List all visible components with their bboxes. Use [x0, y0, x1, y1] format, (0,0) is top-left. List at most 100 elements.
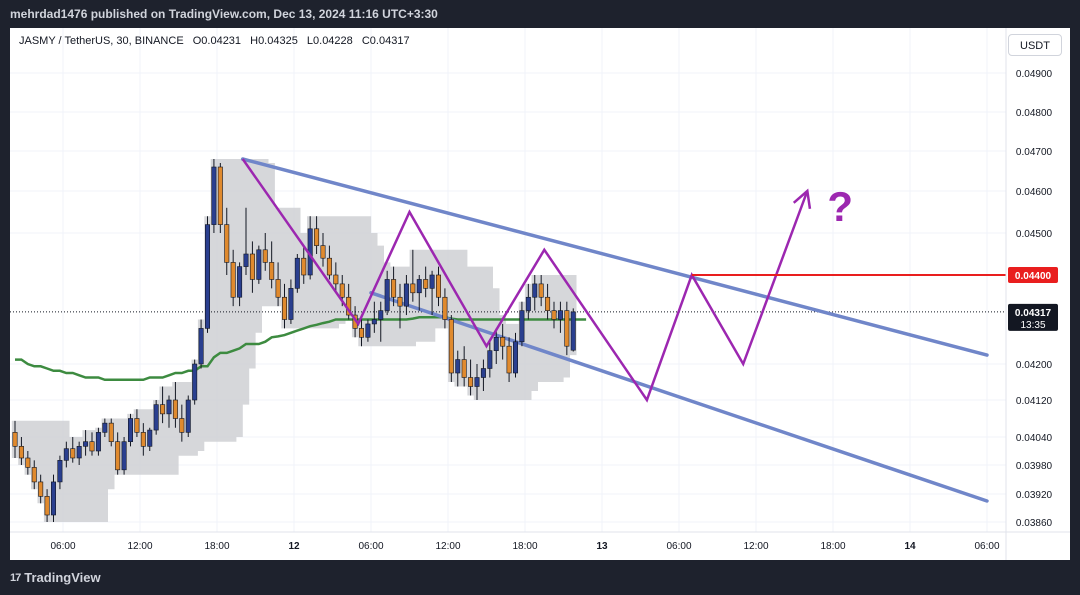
- arrow-head: [792, 188, 812, 209]
- candle-body: [89, 441, 95, 452]
- candle: [557, 301, 563, 333]
- candle-body: [249, 253, 255, 280]
- candle: [128, 413, 134, 447]
- resistance-badge-bg: [1008, 267, 1058, 283]
- price-tick-label: 0.04500: [1016, 229, 1053, 240]
- candle-body: [294, 257, 300, 289]
- symbol-name: JASMY / TetherUS, 30, BINANCE: [19, 35, 184, 47]
- currency-button[interactable]: USDT: [1008, 34, 1062, 56]
- channel-lines: [240, 157, 989, 503]
- candle: [493, 328, 499, 364]
- cloud-area: [11, 159, 577, 522]
- candle-body: [121, 441, 127, 471]
- candle: [384, 270, 390, 316]
- candle: [102, 418, 108, 437]
- countdown-text: 13:35: [1020, 320, 1045, 331]
- axes: 0.04900 0.04800 0.04700 0.04600 0.04500 0.042…: [10, 28, 1070, 560]
- price-tick-label: 0.04120: [1016, 396, 1053, 407]
- candle: [391, 266, 397, 307]
- candle: [172, 382, 178, 428]
- candle: [121, 437, 127, 475]
- candle-body: [115, 441, 121, 471]
- candle: [12, 420, 18, 458]
- open-label: O: [192, 35, 202, 47]
- candle: [18, 437, 24, 465]
- tradingview-logo[interactable]: 17 TradingView: [10, 570, 101, 585]
- price-tick-label: 0.03980: [1016, 461, 1053, 472]
- candle-body: [76, 446, 82, 459]
- candle: [281, 283, 287, 329]
- candle-body: [423, 279, 429, 289]
- time-tick-label: 06:00: [974, 541, 999, 552]
- candle: [423, 266, 429, 298]
- candle: [320, 233, 326, 267]
- open-value: 0.04231: [201, 35, 242, 47]
- candle: [333, 262, 339, 293]
- footer: 17 TradingView: [0, 560, 1080, 595]
- low-value: 0.04228: [313, 35, 353, 47]
- candle-body: [429, 274, 435, 289]
- candle-body: [326, 257, 332, 276]
- candle-body: [545, 296, 551, 311]
- candle: [525, 283, 531, 320]
- candle: [25, 451, 31, 475]
- symbol-legend: JASMY / TetherUS, 30, BINANCE O0.04231 H…: [19, 35, 410, 47]
- time-tick-label: 12:00: [435, 541, 460, 552]
- candle: [153, 400, 159, 435]
- candle-body: [493, 336, 499, 351]
- candle-body: [461, 359, 467, 378]
- candle: [275, 262, 281, 307]
- candle-body: [468, 377, 474, 387]
- publisher-line: mehrdad1476 published on TradingView.com…: [10, 7, 438, 21]
- last-price-badge-bg: [1008, 303, 1058, 331]
- candle: [461, 346, 467, 387]
- publisher-banner: mehrdad1476 published on TradingView.com…: [0, 0, 1080, 28]
- candle: [410, 249, 416, 302]
- candle: [224, 207, 230, 275]
- candle: [545, 283, 551, 320]
- candle-body: [512, 341, 518, 374]
- time-tick-label: 06:00: [666, 541, 691, 552]
- candle: [564, 301, 570, 356]
- candle: [519, 301, 525, 347]
- candle: [198, 319, 204, 369]
- close-label: C: [361, 35, 370, 47]
- candle-body: [50, 481, 56, 516]
- candle: [249, 241, 255, 293]
- time-tick-label: 12:00: [127, 541, 152, 552]
- price-chart[interactable]: ? 0.049000.048000.047000.046000.045000.0…: [10, 28, 1070, 560]
- candle-body: [538, 283, 544, 298]
- time-tick-label: 12: [288, 541, 300, 552]
- candle: [500, 323, 506, 360]
- candle: [95, 427, 101, 456]
- candle-body: [551, 310, 557, 320]
- chart-frame[interactable]: ? 0.04900 0.04800 0.04700 0.04600 0.04500 0.0…: [10, 28, 1070, 560]
- candle-body: [435, 274, 441, 298]
- candle: [140, 423, 146, 456]
- candle-body: [384, 279, 390, 311]
- candle: [115, 432, 121, 475]
- candle: [185, 395, 191, 437]
- candle-body: [416, 279, 422, 294]
- candle-body: [519, 310, 525, 343]
- candle-body: [442, 296, 448, 320]
- candle-body: [166, 399, 172, 415]
- candle-body: [38, 481, 44, 497]
- candle-body: [474, 377, 480, 387]
- candle: [63, 441, 69, 468]
- candle-body: [172, 399, 178, 419]
- candle: [70, 437, 76, 463]
- candle: [532, 275, 538, 311]
- cloud-band: [11, 159, 577, 522]
- price-tick-label: 0.04700: [1016, 147, 1053, 158]
- channel-lower-line: [369, 291, 989, 503]
- candle-body: [31, 467, 37, 483]
- candle: [570, 308, 576, 352]
- price-tick-label: 0.04800: [1016, 108, 1053, 119]
- time-tick-label: 18:00: [512, 541, 537, 552]
- high-label: H: [250, 35, 259, 47]
- candle: [512, 332, 518, 378]
- candle: [487, 341, 493, 378]
- candle-body: [63, 448, 69, 461]
- candle-body: [339, 283, 345, 298]
